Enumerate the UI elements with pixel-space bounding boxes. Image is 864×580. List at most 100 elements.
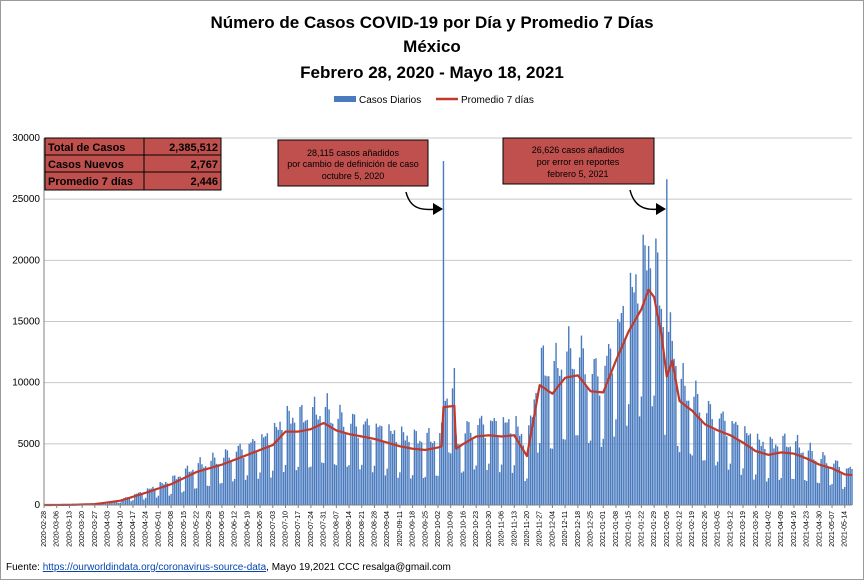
daily-cases-bar bbox=[186, 465, 189, 505]
legend: Casos Diarios Promedio 7 días bbox=[334, 95, 534, 106]
daily-cases-bar bbox=[366, 418, 368, 505]
daily-cases-bar bbox=[190, 471, 192, 505]
x-tick-label: 2021-01-15 bbox=[626, 511, 633, 547]
x-tick-label: 2020-05-01 bbox=[155, 511, 162, 547]
x-tick-label: 2021-03-05 bbox=[715, 511, 722, 547]
daily-cases-bar bbox=[290, 423, 292, 505]
grid-lines bbox=[44, 137, 852, 445]
daily-cases-bar bbox=[105, 503, 107, 505]
y-tick-label: 20000 bbox=[12, 255, 40, 266]
daily-cases-bar bbox=[814, 461, 817, 505]
x-tick-label: 2020-03-20 bbox=[79, 511, 86, 547]
annotation-feb-line-1: 26,626 casos añadidos bbox=[532, 145, 625, 155]
x-tick-label: 2020-06-12 bbox=[232, 511, 239, 547]
daily-cases-bars bbox=[45, 161, 853, 505]
daily-cases-bar bbox=[194, 488, 196, 505]
daily-cases-bar bbox=[646, 270, 648, 505]
stats-total-value: 2,385,512 bbox=[169, 142, 218, 154]
x-tick-label: 2020-10-23 bbox=[473, 511, 480, 547]
daily-cases-bar bbox=[773, 448, 775, 505]
daily-cases-bar bbox=[319, 415, 321, 505]
daily-cases-bar bbox=[475, 465, 477, 505]
daily-cases-bar bbox=[400, 426, 403, 505]
daily-cases-bar bbox=[402, 432, 405, 505]
daily-cases-bar bbox=[181, 492, 183, 505]
x-tick-label: 2020-07-24 bbox=[308, 511, 315, 547]
daily-cases-bar bbox=[653, 395, 655, 505]
daily-cases-bar bbox=[589, 440, 592, 505]
daily-cases-bar bbox=[658, 305, 661, 505]
daily-cases-bar bbox=[575, 435, 577, 505]
x-tick-label: 2021-02-05 bbox=[664, 511, 671, 547]
daily-cases-bar bbox=[415, 431, 417, 505]
daily-cases-bar bbox=[568, 326, 570, 505]
daily-cases-bar bbox=[707, 400, 710, 505]
x-tick-label: 2020-07-17 bbox=[295, 511, 302, 547]
daily-cases-bar bbox=[624, 338, 626, 505]
daily-cases-bar bbox=[143, 499, 145, 505]
daily-cases-bar bbox=[531, 417, 534, 505]
daily-cases-bar bbox=[357, 437, 359, 505]
daily-cases-bar bbox=[382, 441, 385, 505]
x-tick-label: 2020-12-25 bbox=[588, 511, 595, 547]
daily-cases-bar bbox=[206, 485, 209, 505]
daily-cases-bar bbox=[784, 433, 786, 505]
daily-cases-bar bbox=[255, 452, 258, 505]
daily-cases-bar bbox=[297, 466, 299, 505]
daily-cases-bar bbox=[144, 497, 147, 505]
daily-cases-bar bbox=[426, 432, 428, 505]
daily-cases-bar bbox=[515, 416, 517, 505]
daily-cases-bar bbox=[800, 453, 802, 505]
daily-cases-bar bbox=[350, 423, 352, 505]
daily-cases-bar bbox=[635, 274, 637, 505]
x-tick-label: 2020-08-21 bbox=[359, 511, 366, 547]
x-tick-label: 2021-04-30 bbox=[816, 511, 823, 547]
daily-cases-bar bbox=[123, 498, 125, 505]
annotation-feb-line-3: febrero 5, 2021 bbox=[547, 169, 608, 179]
daily-cases-bar bbox=[637, 303, 639, 505]
daily-cases-bar bbox=[117, 502, 120, 505]
daily-cases-bar bbox=[818, 483, 821, 505]
daily-cases-bar bbox=[224, 449, 227, 505]
daily-cases-bar bbox=[544, 375, 546, 505]
stats-total-label: Total de Casos bbox=[48, 142, 125, 154]
chart-title: Número de Casos COVID-19 por Día y Prome… bbox=[210, 13, 653, 32]
daily-cases-bar bbox=[232, 481, 234, 505]
daily-cases-bar bbox=[780, 477, 782, 505]
daily-cases-bar bbox=[546, 376, 548, 505]
daily-cases-bar bbox=[715, 465, 717, 505]
x-tick-label: 2021-04-16 bbox=[791, 511, 798, 547]
x-tick-label: 2020-11-27 bbox=[537, 511, 544, 546]
daily-cases-bar bbox=[604, 365, 606, 505]
daily-cases-bar bbox=[824, 455, 826, 505]
daily-cases-bar bbox=[121, 499, 123, 505]
daily-cases-bar bbox=[851, 468, 853, 505]
daily-cases-bar bbox=[557, 368, 559, 505]
daily-cases-bar bbox=[771, 438, 773, 505]
source-link[interactable]: https://ourworldindata.org/coronavirus-s… bbox=[42, 562, 267, 573]
chart-subtitle-dates: Febrero 28, 2020 - Mayo 18, 2021 bbox=[300, 63, 564, 82]
y-tick-label: 25000 bbox=[12, 194, 40, 205]
daily-cases-bar bbox=[430, 441, 432, 505]
daily-cases-bar bbox=[404, 440, 407, 505]
daily-cases-bar bbox=[827, 467, 830, 505]
daily-cases-bar bbox=[820, 458, 822, 505]
daily-cases-bar bbox=[188, 471, 190, 505]
daily-cases-bar bbox=[135, 493, 138, 505]
daily-cases-bar bbox=[306, 419, 308, 505]
daily-cases-bar bbox=[755, 474, 757, 505]
daily-cases-bar bbox=[230, 461, 232, 505]
daily-cases-bar bbox=[597, 376, 599, 505]
daily-cases-bar bbox=[266, 433, 269, 505]
daily-cases-bar bbox=[301, 404, 303, 505]
daily-cases-bar bbox=[593, 358, 595, 505]
daily-cases-bar bbox=[281, 429, 283, 505]
daily-cases-bar bbox=[417, 443, 419, 505]
annotation-feb-arrow bbox=[629, 189, 661, 211]
daily-cases-bar bbox=[471, 439, 474, 505]
x-tick-label: 2020-07-31 bbox=[321, 511, 328, 547]
daily-cases-bar bbox=[195, 488, 198, 505]
y-axis-ticks: 0 5000 10000 15000 20000 25000 30000 bbox=[12, 133, 40, 511]
y-tick-label: 15000 bbox=[12, 317, 40, 328]
daily-cases-bar bbox=[210, 460, 212, 505]
